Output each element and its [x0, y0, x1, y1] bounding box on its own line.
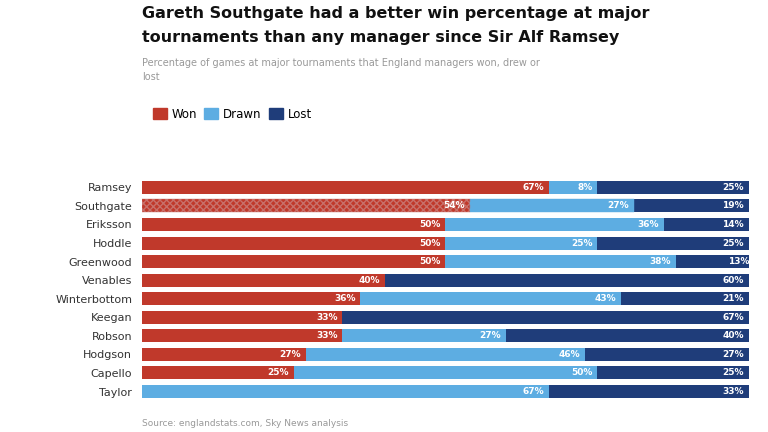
Bar [445, 237, 598, 250]
Bar [142, 237, 445, 250]
Bar [676, 255, 755, 268]
Bar [142, 200, 470, 213]
Bar [634, 200, 749, 213]
Text: 67%: 67% [522, 387, 544, 396]
Text: 25%: 25% [723, 238, 744, 248]
Text: 33%: 33% [723, 387, 744, 396]
Bar [585, 348, 749, 361]
Text: tournaments than any manager since Sir Alf Ramsey: tournaments than any manager since Sir A… [142, 30, 619, 45]
Text: 27%: 27% [607, 201, 629, 210]
Text: 67%: 67% [723, 313, 744, 322]
Text: 40%: 40% [723, 331, 744, 340]
Text: 33%: 33% [316, 331, 337, 340]
Text: 38%: 38% [650, 257, 671, 266]
Text: 25%: 25% [723, 368, 744, 378]
Text: 25%: 25% [723, 183, 744, 192]
Text: Percentage of games at major tournaments that England managers won, drew or
lost: Percentage of games at major tournaments… [142, 58, 540, 82]
Text: 27%: 27% [723, 350, 744, 359]
Bar [142, 218, 445, 231]
Bar [598, 237, 749, 250]
Bar [142, 200, 470, 213]
Text: 25%: 25% [571, 238, 592, 248]
Bar [598, 366, 749, 379]
Text: 50%: 50% [419, 238, 441, 248]
Text: 13%: 13% [729, 257, 750, 266]
Bar [385, 273, 749, 287]
Bar [293, 366, 598, 379]
Bar [470, 200, 634, 213]
Bar [548, 385, 749, 398]
Text: 27%: 27% [480, 331, 502, 340]
Bar [598, 181, 749, 194]
Text: 50%: 50% [419, 257, 441, 266]
Text: 8%: 8% [577, 183, 592, 192]
Bar [506, 329, 749, 342]
Text: 60%: 60% [723, 276, 744, 285]
Legend: Won, Drawn, Lost: Won, Drawn, Lost [148, 103, 316, 126]
Bar [664, 218, 749, 231]
Bar [142, 366, 293, 379]
Text: 27%: 27% [280, 350, 301, 359]
Text: 50%: 50% [571, 368, 592, 378]
Bar [142, 181, 548, 194]
Text: 19%: 19% [723, 201, 744, 210]
Text: 67%: 67% [522, 183, 544, 192]
Bar [142, 385, 548, 398]
Bar [621, 292, 749, 305]
Bar [142, 292, 360, 305]
Bar [142, 255, 445, 268]
Text: 14%: 14% [723, 220, 744, 229]
Bar [548, 181, 598, 194]
Text: 25%: 25% [267, 368, 289, 378]
Text: 21%: 21% [723, 294, 744, 303]
Bar [343, 311, 749, 324]
Bar [142, 348, 306, 361]
Text: 36%: 36% [637, 220, 659, 229]
Text: Gareth Southgate had a better win percentage at major: Gareth Southgate had a better win percen… [142, 6, 650, 22]
Bar [343, 329, 506, 342]
Bar [360, 292, 621, 305]
Bar [470, 200, 634, 213]
Bar [445, 255, 676, 268]
Text: 43%: 43% [595, 294, 617, 303]
Bar [445, 218, 664, 231]
Text: Source: englandstats.com, Sky News analysis: Source: englandstats.com, Sky News analy… [142, 419, 348, 428]
Bar [142, 329, 343, 342]
Bar [306, 348, 585, 361]
Text: 50%: 50% [419, 220, 441, 229]
Text: 33%: 33% [316, 313, 337, 322]
Text: 36%: 36% [334, 294, 356, 303]
Text: 40%: 40% [359, 276, 380, 285]
Text: 46%: 46% [558, 350, 580, 359]
Text: 54%: 54% [443, 201, 465, 210]
Bar [142, 311, 343, 324]
Bar [142, 273, 385, 287]
